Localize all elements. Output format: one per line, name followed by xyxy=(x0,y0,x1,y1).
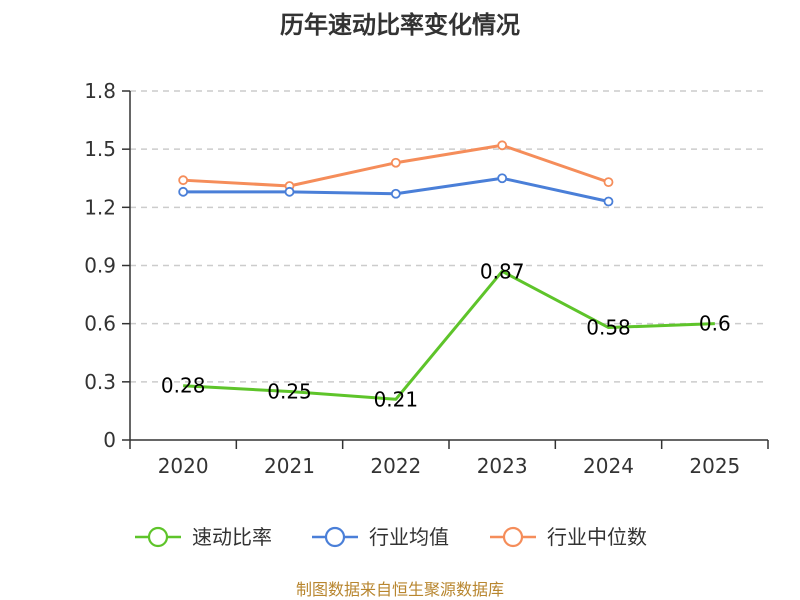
legend-marker xyxy=(502,526,524,548)
y-tick-label: 1.8 xyxy=(84,79,116,103)
series-line-0 xyxy=(183,269,715,401)
data-labels: 0.28 0.25 0.21 0.87 0.58 0.6 xyxy=(161,259,731,411)
legend-item-2: 行业中位数 xyxy=(490,525,647,549)
data-label: 0.28 xyxy=(161,374,206,398)
data-point xyxy=(178,186,189,197)
data-label: 0.58 xyxy=(586,316,631,340)
data-point xyxy=(178,175,189,186)
y-tick-label: 1.5 xyxy=(84,137,116,161)
data-label: 0.87 xyxy=(480,259,525,283)
chart-title: 历年速动比率变化情况 xyxy=(280,11,520,39)
axes xyxy=(122,90,769,449)
y-tick-label: 0.3 xyxy=(84,370,116,394)
y-axis-ticks: 0 0.3 0.6 0.9 1.2 1.5 1.8 xyxy=(84,79,116,452)
legend-item-0: 速动比率 xyxy=(135,525,272,549)
data-point xyxy=(390,157,401,168)
legend-marker xyxy=(147,526,169,548)
y-tick-label: 0 xyxy=(103,428,116,452)
legend-label: 行业中位数 xyxy=(547,525,647,549)
data-label: 0.25 xyxy=(267,380,312,404)
source-note: 制图数据来自恒生聚源数据库 xyxy=(296,580,504,599)
x-axis-ticks: 2020 2021 2022 2023 2024 2025 xyxy=(158,454,741,478)
grid-lines xyxy=(130,90,768,383)
data-point xyxy=(284,186,295,197)
x-tick-label: 2020 xyxy=(158,454,209,478)
data-point xyxy=(390,188,401,199)
legend: 速动比率 行业均值 行业中位数 xyxy=(135,525,647,549)
data-point xyxy=(603,177,614,188)
series-layer xyxy=(178,140,715,401)
data-label: 0.21 xyxy=(374,387,419,411)
data-point xyxy=(497,140,508,151)
legend-label: 行业均值 xyxy=(369,525,449,549)
y-tick-label: 0.6 xyxy=(84,312,116,336)
data-point xyxy=(497,173,508,184)
x-tick-label: 2025 xyxy=(689,454,740,478)
data-label: 0.6 xyxy=(699,312,731,336)
y-tick-label: 1.2 xyxy=(84,195,116,219)
x-tick-label: 2021 xyxy=(264,454,315,478)
y-tick-label: 0.9 xyxy=(84,254,116,278)
x-tick-label: 2024 xyxy=(583,454,634,478)
legend-marker xyxy=(324,526,346,548)
legend-label: 速动比率 xyxy=(192,525,272,549)
x-tick-label: 2022 xyxy=(370,454,421,478)
data-point xyxy=(603,196,614,207)
x-tick-label: 2023 xyxy=(477,454,528,478)
legend-item-1: 行业均值 xyxy=(312,525,449,549)
